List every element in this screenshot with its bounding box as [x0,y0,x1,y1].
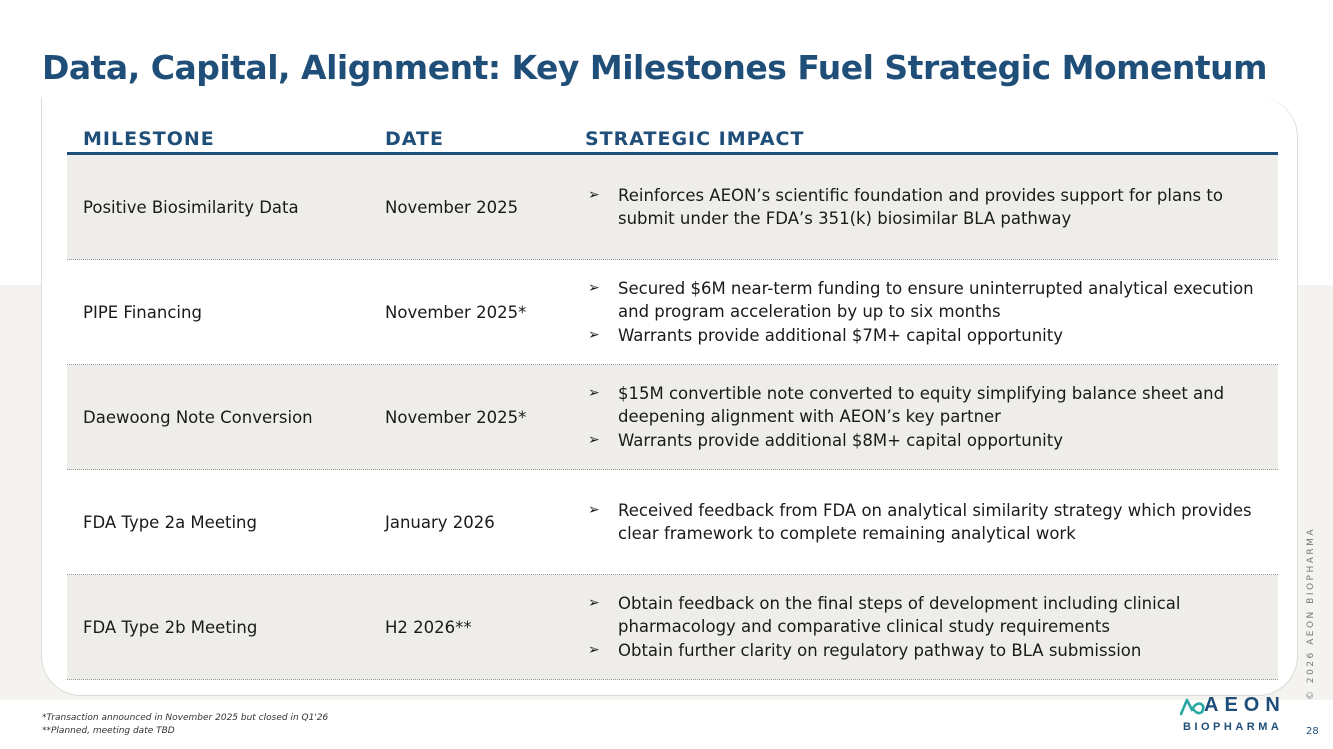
impact-text: Received feedback from FDA on analytical… [618,500,1252,544]
arrow-bullet-icon: ➢ [588,384,600,401]
arrow-bullet-icon: ➢ [588,594,600,611]
logo-wordmark: AEON [1204,694,1286,716]
arrow-bullet-icon: ➢ [588,501,600,518]
impact-list: ➢ Secured $6M near-term funding to ensure… [585,277,1278,348]
header-impact: STRATEGIC IMPACT [585,128,805,150]
impact-item: ➢ Secured $6M near-term funding to ensure… [585,277,1278,324]
arrow-bullet-icon: ➢ [588,326,600,343]
impact-item: ➢ $15M convertible note converted to equi… [585,382,1278,429]
table-body: Positive Biosimilarity Data November 2025… [67,155,1278,680]
arrow-bullet-icon: ➢ [588,641,600,658]
page-title: Data, Capital, Alignment: Key Milestones… [42,48,1268,87]
impact-cell: ➢ Reinforces AEON’s scientific foundation… [570,184,1278,231]
date-cell: November 2025 [385,197,519,217]
impact-text: Warrants provide additional $8M+ capital… [618,430,1064,450]
page-number: 28 [1306,726,1319,737]
impact-list: ➢ Received feedback from FDA on analytica… [585,499,1278,546]
impact-cell: ➢ Received feedback from FDA on analytica… [570,499,1278,546]
table-row: FDA Type 2a Meeting January 2026 ➢ Received… [67,470,1278,575]
table-row: Positive Biosimilarity Data November 2025… [67,155,1278,260]
footnote: **Planned, meeting date TBD [42,726,175,736]
milestones-table: MILESTONE DATE STRATEGIC IMPACT Positive… [67,126,1278,680]
arrow-bullet-icon: ➢ [588,431,600,448]
logo-subtitle: BIOPHARMA [1183,721,1283,733]
footnote: *Transaction announced in November 2025 … [42,713,329,723]
arrow-bullet-icon: ➢ [588,279,600,296]
header-milestone: MILESTONE [83,128,215,150]
impact-text: Obtain feedback on the final steps of de… [618,593,1181,637]
date-cell: H2 2026** [385,617,472,637]
milestone-cell: Positive Biosimilarity Data [83,197,299,217]
milestone-cell: FDA Type 2a Meeting [83,512,257,532]
table-header: MILESTONE DATE STRATEGIC IMPACT [67,126,1278,155]
impact-list: ➢ Obtain feedback on the final steps of d… [585,592,1278,663]
impact-list: ➢ $15M convertible note converted to equi… [585,382,1278,453]
impact-text: Secured $6M near-term funding to ensure … [618,278,1254,322]
impact-text: Obtain further clarity on regulatory pat… [618,640,1142,660]
milestone-cell: FDA Type 2b Meeting [83,617,258,637]
impact-item: ➢ Obtain further clarity on regulatory pa… [585,639,1278,663]
impact-text: Warrants provide additional $7M+ capital… [618,325,1064,345]
table-row: Daewoong Note Conversion November 2025* ➢ $… [67,365,1278,470]
footnotes: *Transaction announced in November 2025 … [42,712,328,738]
impact-cell: ➢ Secured $6M near-term funding to ensure… [570,277,1278,348]
impact-item: ➢ Warrants provide additional $7M+ capita… [585,324,1278,348]
impact-list: ➢ Reinforces AEON’s scientific foundation… [585,184,1278,231]
date-cell: November 2025* [385,302,527,322]
header-date: DATE [385,128,444,150]
impact-text: Reinforces AEON’s scientific foundation … [618,185,1223,229]
impact-cell: ➢ $15M convertible note converted to equi… [570,382,1278,453]
copyright-notice: © 2026 AEON BIOPHARMA [1306,526,1316,700]
table-row: FDA Type 2b Meeting H2 2026** ➢ Obtain feed… [67,575,1278,680]
impact-item: ➢ Reinforces AEON’s scientific foundation… [585,184,1278,231]
impact-item: ➢ Received feedback from FDA on analytica… [585,499,1278,546]
milestone-cell: Daewoong Note Conversion [83,407,313,427]
table-row: PIPE Financing November 2025* ➢ Secured $6M… [67,260,1278,365]
arrow-bullet-icon: ➢ [588,186,600,203]
date-cell: November 2025* [385,407,527,427]
company-logo: AEON BIOPHARMA [1180,694,1290,738]
impact-item: ➢ Warrants provide additional $8M+ capita… [585,429,1278,453]
milestone-cell: PIPE Financing [83,302,202,322]
logo-mark-icon [1180,698,1205,716]
date-cell: January 2026 [385,512,495,532]
impact-item: ➢ Obtain feedback on the final steps of d… [585,592,1278,639]
impact-text: $15M convertible note converted to equit… [618,383,1225,427]
impact-cell: ➢ Obtain feedback on the final steps of d… [570,592,1278,663]
